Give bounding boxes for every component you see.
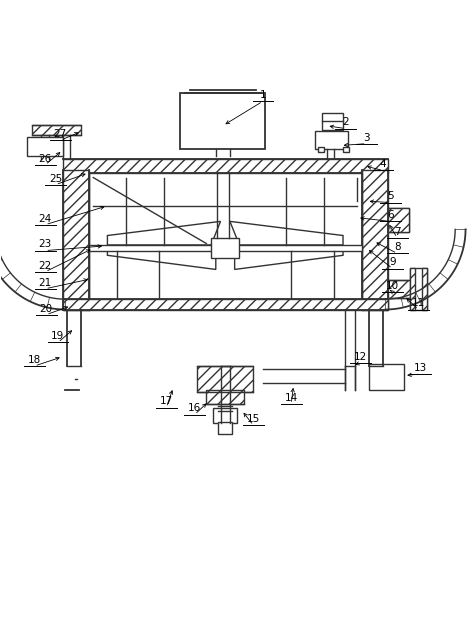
Text: 13: 13 bbox=[414, 363, 428, 373]
Bar bbox=[197, 366, 254, 392]
Bar bbox=[206, 389, 244, 404]
Bar bbox=[388, 208, 409, 232]
Bar bbox=[89, 245, 362, 251]
Bar bbox=[362, 170, 388, 310]
Text: 8: 8 bbox=[394, 242, 401, 253]
Text: 26: 26 bbox=[38, 154, 52, 163]
Bar bbox=[388, 208, 409, 232]
Bar bbox=[388, 280, 414, 298]
Text: 2: 2 bbox=[342, 118, 349, 128]
Bar bbox=[63, 170, 89, 310]
Bar bbox=[63, 158, 388, 173]
Text: 11: 11 bbox=[412, 298, 425, 308]
Bar bbox=[218, 422, 232, 435]
Bar bbox=[32, 125, 82, 135]
Text: 25: 25 bbox=[49, 173, 62, 183]
Polygon shape bbox=[108, 251, 216, 269]
Polygon shape bbox=[108, 222, 220, 245]
Text: 23: 23 bbox=[38, 240, 52, 249]
Bar bbox=[422, 268, 427, 310]
Text: 12: 12 bbox=[354, 352, 367, 361]
Text: 9: 9 bbox=[389, 258, 396, 267]
Bar bbox=[315, 131, 348, 149]
Bar bbox=[181, 93, 265, 149]
Text: 10: 10 bbox=[386, 281, 399, 291]
Text: 20: 20 bbox=[40, 303, 53, 314]
Bar bbox=[410, 268, 415, 310]
Bar bbox=[344, 147, 349, 152]
Text: 16: 16 bbox=[188, 404, 201, 413]
Text: 24: 24 bbox=[38, 214, 52, 223]
Text: 17: 17 bbox=[160, 396, 173, 407]
Bar bbox=[213, 409, 237, 423]
Bar bbox=[318, 147, 324, 152]
Text: 7: 7 bbox=[394, 227, 401, 236]
Text: 5: 5 bbox=[387, 191, 393, 201]
Text: 21: 21 bbox=[38, 278, 52, 288]
Text: 18: 18 bbox=[28, 355, 41, 365]
Bar bbox=[27, 137, 63, 157]
Text: 3: 3 bbox=[363, 132, 370, 142]
Bar bbox=[322, 113, 343, 131]
Text: 19: 19 bbox=[51, 331, 64, 341]
Text: 1: 1 bbox=[260, 90, 266, 100]
Polygon shape bbox=[230, 222, 343, 245]
Text: 27: 27 bbox=[54, 129, 67, 139]
Text: 22: 22 bbox=[38, 261, 52, 271]
Bar bbox=[211, 238, 239, 258]
Text: 6: 6 bbox=[387, 210, 393, 220]
Text: 14: 14 bbox=[284, 393, 298, 403]
Bar bbox=[63, 299, 388, 310]
Bar bbox=[410, 268, 427, 310]
Text: 15: 15 bbox=[247, 414, 260, 424]
Polygon shape bbox=[235, 251, 343, 269]
Text: 4: 4 bbox=[380, 159, 386, 170]
Bar bbox=[369, 364, 404, 389]
